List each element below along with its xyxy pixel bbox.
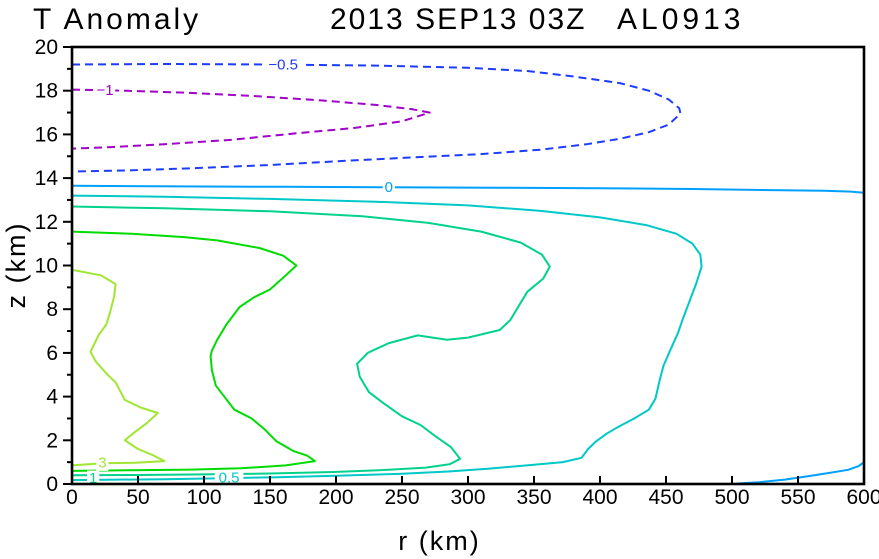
x-tick-label-350: 350 xyxy=(516,486,551,509)
x-axis-title: r (km) xyxy=(398,526,481,556)
contour-line-zero-surface xyxy=(735,461,864,484)
x-tick-label-250: 250 xyxy=(384,486,419,509)
x-tick-label-500: 500 xyxy=(714,486,749,509)
contour-line-zero-upper xyxy=(72,184,864,194)
plot-title-variable: T Anomaly xyxy=(33,3,202,36)
plot-title-datetime: 2013 SEP13 03Z xyxy=(330,3,587,36)
contour-line-plus2 xyxy=(72,230,316,472)
contour-label-mask-plus3 xyxy=(96,454,109,471)
contour-label-mask-plus05 xyxy=(214,470,244,484)
x-tick-label-400: 400 xyxy=(582,486,617,509)
contour-label-mask-zero-upper xyxy=(382,179,395,196)
contour-line-plus05 xyxy=(72,194,703,482)
x-tick-label-150: 150 xyxy=(252,486,287,509)
x-tick-label-200: 200 xyxy=(318,486,353,509)
y-tick-label-12: 12 xyxy=(35,211,58,234)
y-axis-title: z (km) xyxy=(1,221,31,309)
x-tick-label-600: 600 xyxy=(846,486,879,509)
contour-label-plus1: 1 xyxy=(89,470,97,487)
x-tick-label-550: 550 xyxy=(780,486,815,509)
y-tick-label-4: 4 xyxy=(46,386,58,409)
contour-line-plus3 xyxy=(72,268,166,467)
x-tick-label-100: 100 xyxy=(186,486,221,509)
contour-label-mask-minus05 xyxy=(264,56,302,73)
y-tick-label-20: 20 xyxy=(35,36,58,59)
y-tick-label-0: 0 xyxy=(46,473,58,496)
contour-label-zero-upper: 0 xyxy=(385,179,393,196)
contour-line-plus1 xyxy=(72,205,551,477)
y-tick-label-2: 2 xyxy=(46,429,58,452)
y-tick-label-16: 16 xyxy=(35,123,58,146)
plot-border xyxy=(70,45,866,486)
contour-label-minus1: −1 xyxy=(96,82,113,99)
y-tick-label-18: 18 xyxy=(35,80,58,103)
y-tick-label-6: 6 xyxy=(46,342,58,365)
contour-line-minus05 xyxy=(72,63,682,173)
x-tick-label-300: 300 xyxy=(450,486,485,509)
contour-label-mask-minus1 xyxy=(94,82,116,99)
x-tick-label-450: 450 xyxy=(648,486,683,509)
contour-label-plus3: 3 xyxy=(98,454,106,471)
contour-label-plus05: 0.5 xyxy=(219,470,240,487)
x-tick-label-50: 50 xyxy=(126,486,149,509)
y-tick-label-10: 10 xyxy=(35,255,58,278)
contour-label-mask-plus1 xyxy=(87,470,100,484)
y-tick-label-8: 8 xyxy=(46,298,58,321)
y-tick-label-14: 14 xyxy=(35,167,59,190)
plot-title-storm-id: AL0913 xyxy=(617,3,745,36)
x-tick-label-0: 0 xyxy=(66,486,78,509)
contour-line-minus1 xyxy=(72,88,431,150)
contour-label-minus05: −0.5 xyxy=(268,56,298,73)
